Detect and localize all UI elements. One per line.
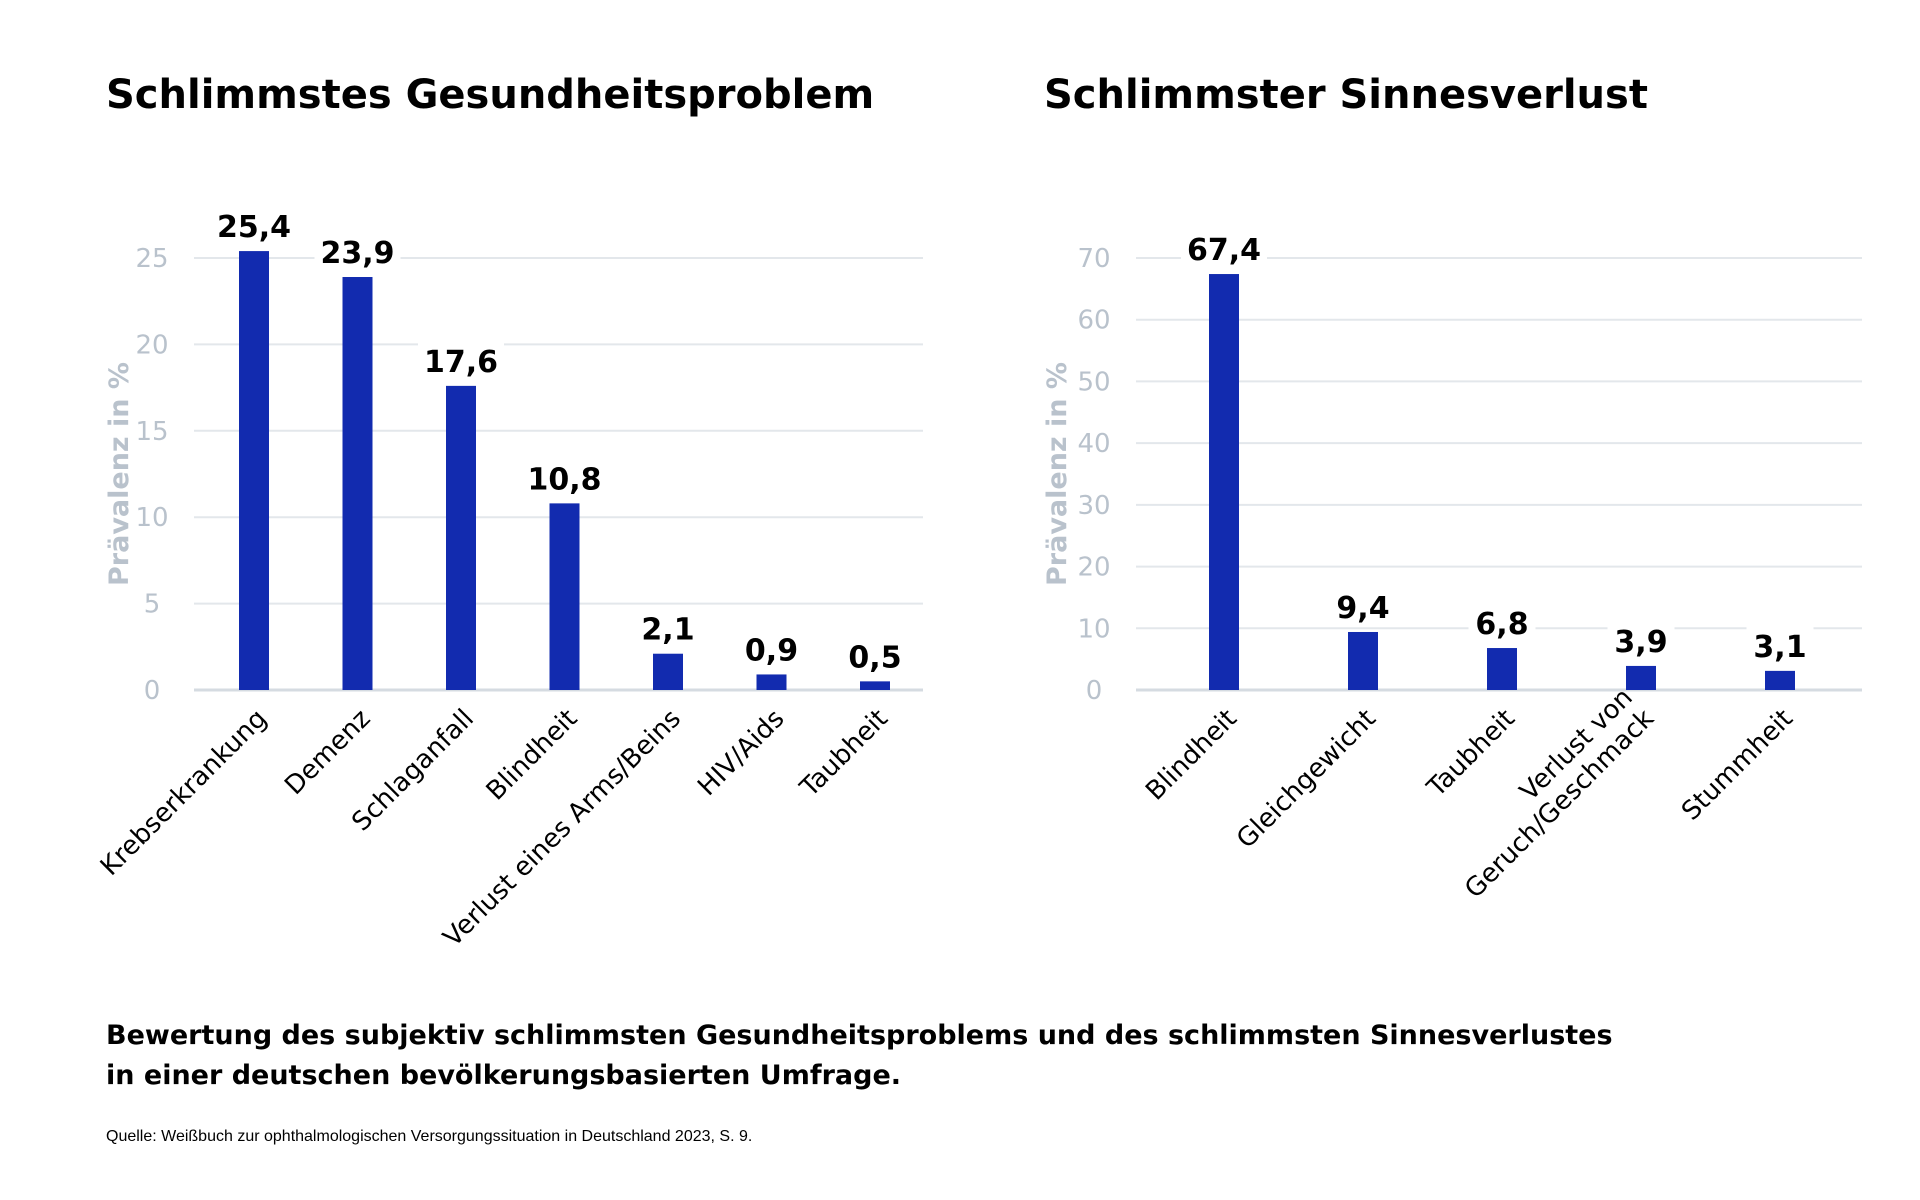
- y-tick-label: 10: [135, 503, 168, 533]
- category-label: Taubheit: [1421, 704, 1521, 804]
- chart-title: Schlimmster Sinnesverlust: [1044, 72, 1648, 118]
- y-tick-label: 0: [144, 676, 161, 706]
- figure-caption: Bewertung des subjektiv schlimmsten Gesu…: [106, 1016, 1706, 1096]
- chart-health-problem: Schlimmstes Gesundheitsproblem Prävalenz …: [95, 72, 923, 953]
- chart-title: Schlimmstes Gesundheitsproblem: [106, 72, 874, 118]
- category-label: Verlust vonGeruch/Geschmack: [1438, 683, 1660, 905]
- data-label: 67,4: [1187, 233, 1261, 268]
- y-tick-label: 40: [1077, 429, 1110, 459]
- y-tick-label: 15: [135, 417, 168, 447]
- category-label: Stummheit: [1676, 704, 1799, 827]
- data-label: 9,4: [1336, 591, 1389, 626]
- data-label-bg: [1468, 602, 1536, 643]
- bar: [1209, 274, 1239, 690]
- data-label: 0,5: [848, 640, 901, 675]
- bar: [653, 653, 683, 690]
- data-label-bg: [1181, 228, 1267, 269]
- y-tick-label: 25: [135, 244, 168, 274]
- category-label-line: HIV/Aids: [692, 704, 790, 802]
- bar: [1487, 648, 1517, 690]
- bar: [1348, 631, 1378, 690]
- category-label-line: Stummheit: [1676, 704, 1799, 827]
- bar: [1765, 670, 1795, 690]
- category-label: Demenz: [279, 704, 376, 801]
- bar: [342, 277, 373, 690]
- y-axis-label: Prävalenz in %: [1042, 362, 1073, 586]
- y-tick-label: 50: [1077, 367, 1110, 397]
- y-tick-label: 10: [1077, 614, 1110, 644]
- bar: [549, 503, 580, 690]
- category-label-line: Blindheit: [481, 704, 584, 807]
- category-label-line: Gleichgewicht: [1231, 704, 1382, 855]
- data-label-bg: [314, 231, 401, 272]
- bar: [239, 251, 269, 690]
- bar: [446, 385, 476, 690]
- y-tick-label: 20: [135, 330, 168, 360]
- category-label: Krebserkrankung: [95, 704, 273, 882]
- data-label: 10,8: [527, 462, 601, 497]
- caption-line-2: in einer deutschen bevölkerungsbasierten…: [106, 1060, 902, 1091]
- caption-line-1: Bewertung des subjektiv schlimmsten Gesu…: [106, 1020, 1613, 1051]
- data-label: 6,8: [1475, 607, 1528, 642]
- data-label-bg: [521, 457, 608, 498]
- data-label-bg: [418, 339, 504, 380]
- y-tick-label: 0: [1086, 676, 1103, 706]
- category-label-line: Krebserkrankung: [95, 704, 273, 882]
- data-label: 3,9: [1614, 625, 1667, 660]
- data-label: 17,6: [424, 345, 498, 380]
- y-tick-label: 60: [1077, 306, 1110, 336]
- data-label: 2,1: [641, 613, 694, 648]
- category-label-line: Blindheit: [1140, 704, 1243, 807]
- data-label: 25,4: [217, 210, 291, 245]
- data-label-bg: [1746, 624, 1814, 665]
- chart-sense-loss: Schlimmster Sinnesverlust Prävalenz in % 0…: [1042, 72, 1862, 904]
- data-label-bg: [634, 607, 702, 648]
- bar: [756, 674, 787, 690]
- category-label: Gleichgewicht: [1231, 704, 1382, 855]
- bar: [1626, 665, 1656, 690]
- category-label-line: Taubheit: [1421, 704, 1521, 804]
- data-label-bg: [1329, 585, 1397, 626]
- bar: [860, 681, 890, 690]
- data-label-bg: [1607, 619, 1675, 660]
- data-label-bg: [738, 628, 805, 669]
- data-label-bg: [211, 205, 297, 246]
- y-tick-label: 30: [1077, 491, 1110, 521]
- source-note: Quelle: Weißbuch zur ophthalmologischen …: [106, 1128, 753, 1145]
- data-label: 23,9: [320, 236, 394, 271]
- category-label-line: Taubheit: [794, 704, 894, 804]
- data-label-bg: [841, 635, 909, 676]
- y-tick-label: 20: [1077, 553, 1110, 583]
- y-axis-label: Prävalenz in %: [104, 362, 135, 586]
- category-label: Blindheit: [1140, 704, 1243, 807]
- y-tick-label: 70: [1077, 244, 1110, 274]
- data-label: 3,1: [1753, 630, 1806, 665]
- category-label: Blindheit: [481, 704, 584, 807]
- data-label: 0,9: [745, 633, 798, 668]
- category-label: Taubheit: [794, 704, 894, 804]
- y-tick-label: 5: [144, 590, 161, 620]
- category-label-line: Demenz: [279, 704, 376, 801]
- category-label: HIV/Aids: [692, 704, 790, 802]
